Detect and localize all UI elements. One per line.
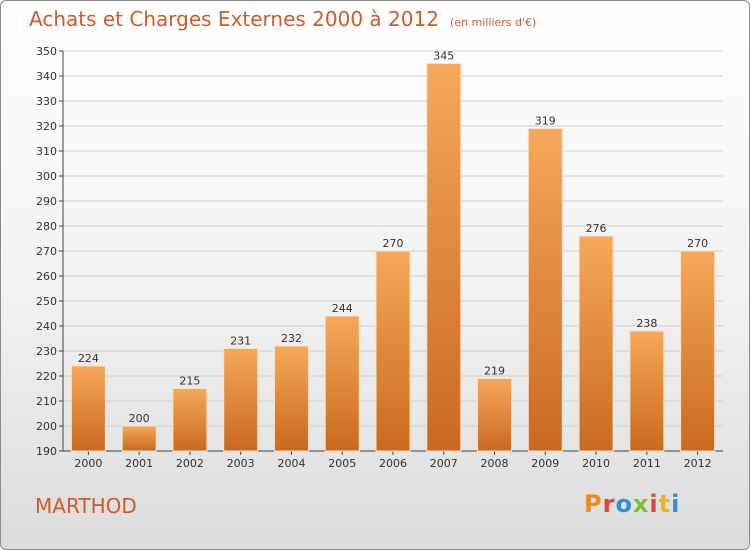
y-tick-labels: 190 200 210 220 230 240 250 260 270 280 290 300 310 3… bbox=[36, 45, 57, 458]
y-tick-label: 310 bbox=[36, 145, 57, 158]
chart-title: Achats et Charges Externes 2000 à 2012 (… bbox=[29, 7, 536, 31]
y-tick-label: 240 bbox=[36, 320, 57, 333]
bar bbox=[70, 365, 106, 452]
x-tick-label: 2008 bbox=[481, 457, 509, 470]
commune-name: MARTHOD bbox=[35, 494, 137, 518]
y-tick-label: 340 bbox=[36, 70, 57, 83]
value-label: 231 bbox=[230, 335, 251, 348]
value-label: 270 bbox=[687, 237, 708, 250]
x-tick-label: 2009 bbox=[531, 457, 559, 470]
x-tick-label: 2007 bbox=[430, 457, 458, 470]
x-tick-label: 2001 bbox=[125, 457, 153, 470]
y-tick-label: 290 bbox=[36, 195, 57, 208]
x-tick-label: 2005 bbox=[328, 457, 356, 470]
value-label: 319 bbox=[535, 115, 556, 128]
x-tick-labels: 2000 2001 2002 2003 2004 2005 2006 2007 2008 2009… bbox=[74, 457, 711, 470]
y-tick-label: 200 bbox=[36, 420, 57, 433]
value-label: 215 bbox=[179, 375, 200, 388]
y-tick-label: 330 bbox=[36, 95, 57, 108]
value-label: 276 bbox=[586, 222, 607, 235]
bar bbox=[578, 235, 614, 452]
y-tick-label: 350 bbox=[36, 45, 57, 58]
bar bbox=[223, 348, 259, 452]
x-tick-label: 2012 bbox=[684, 457, 712, 470]
bar bbox=[273, 345, 309, 452]
value-label: 224 bbox=[78, 352, 99, 365]
x-tick-label: 2004 bbox=[277, 457, 305, 470]
y-tick-label: 320 bbox=[36, 120, 57, 133]
x-tick-label: 2011 bbox=[633, 457, 661, 470]
y-tick-label: 210 bbox=[36, 395, 57, 408]
y-tick-label: 300 bbox=[36, 170, 57, 183]
bar bbox=[375, 250, 411, 452]
bar bbox=[629, 330, 665, 452]
bar bbox=[527, 128, 563, 452]
value-label: 219 bbox=[484, 365, 505, 378]
proxiti-logo: Proxiti bbox=[584, 490, 681, 518]
value-labels: 224 200 215 231 232 244 270 345 219 319 276 238 270 bbox=[78, 50, 708, 426]
x-tick-label: 2006 bbox=[379, 457, 407, 470]
value-label: 270 bbox=[383, 237, 404, 250]
y-tick-label: 270 bbox=[36, 245, 57, 258]
x-tick-label: 2003 bbox=[227, 457, 255, 470]
bar bbox=[477, 378, 513, 452]
bar bbox=[121, 425, 157, 452]
y-tick-label: 280 bbox=[36, 220, 57, 233]
x-tick-label: 2010 bbox=[582, 457, 610, 470]
chart-unit: (en milliers d'€) bbox=[450, 16, 537, 29]
y-tick-label: 260 bbox=[36, 270, 57, 283]
x-tick-label: 2000 bbox=[74, 457, 102, 470]
y-tick-label: 220 bbox=[36, 370, 57, 383]
x-tick-label: 2002 bbox=[176, 457, 204, 470]
bar bbox=[426, 63, 462, 452]
value-label: 244 bbox=[332, 302, 353, 315]
bar bbox=[324, 315, 360, 452]
value-label: 238 bbox=[636, 317, 657, 330]
chart-title-text: Achats et Charges Externes 2000 à 2012 bbox=[29, 7, 439, 31]
y-tick-label: 230 bbox=[36, 345, 57, 358]
bar bbox=[680, 250, 716, 452]
y-tick-label: 250 bbox=[36, 295, 57, 308]
value-label: 232 bbox=[281, 332, 302, 345]
y-tick-label: 190 bbox=[36, 445, 57, 458]
bar bbox=[172, 388, 208, 452]
value-label: 345 bbox=[433, 50, 454, 63]
value-label: 200 bbox=[129, 412, 150, 425]
bars bbox=[70, 63, 716, 452]
